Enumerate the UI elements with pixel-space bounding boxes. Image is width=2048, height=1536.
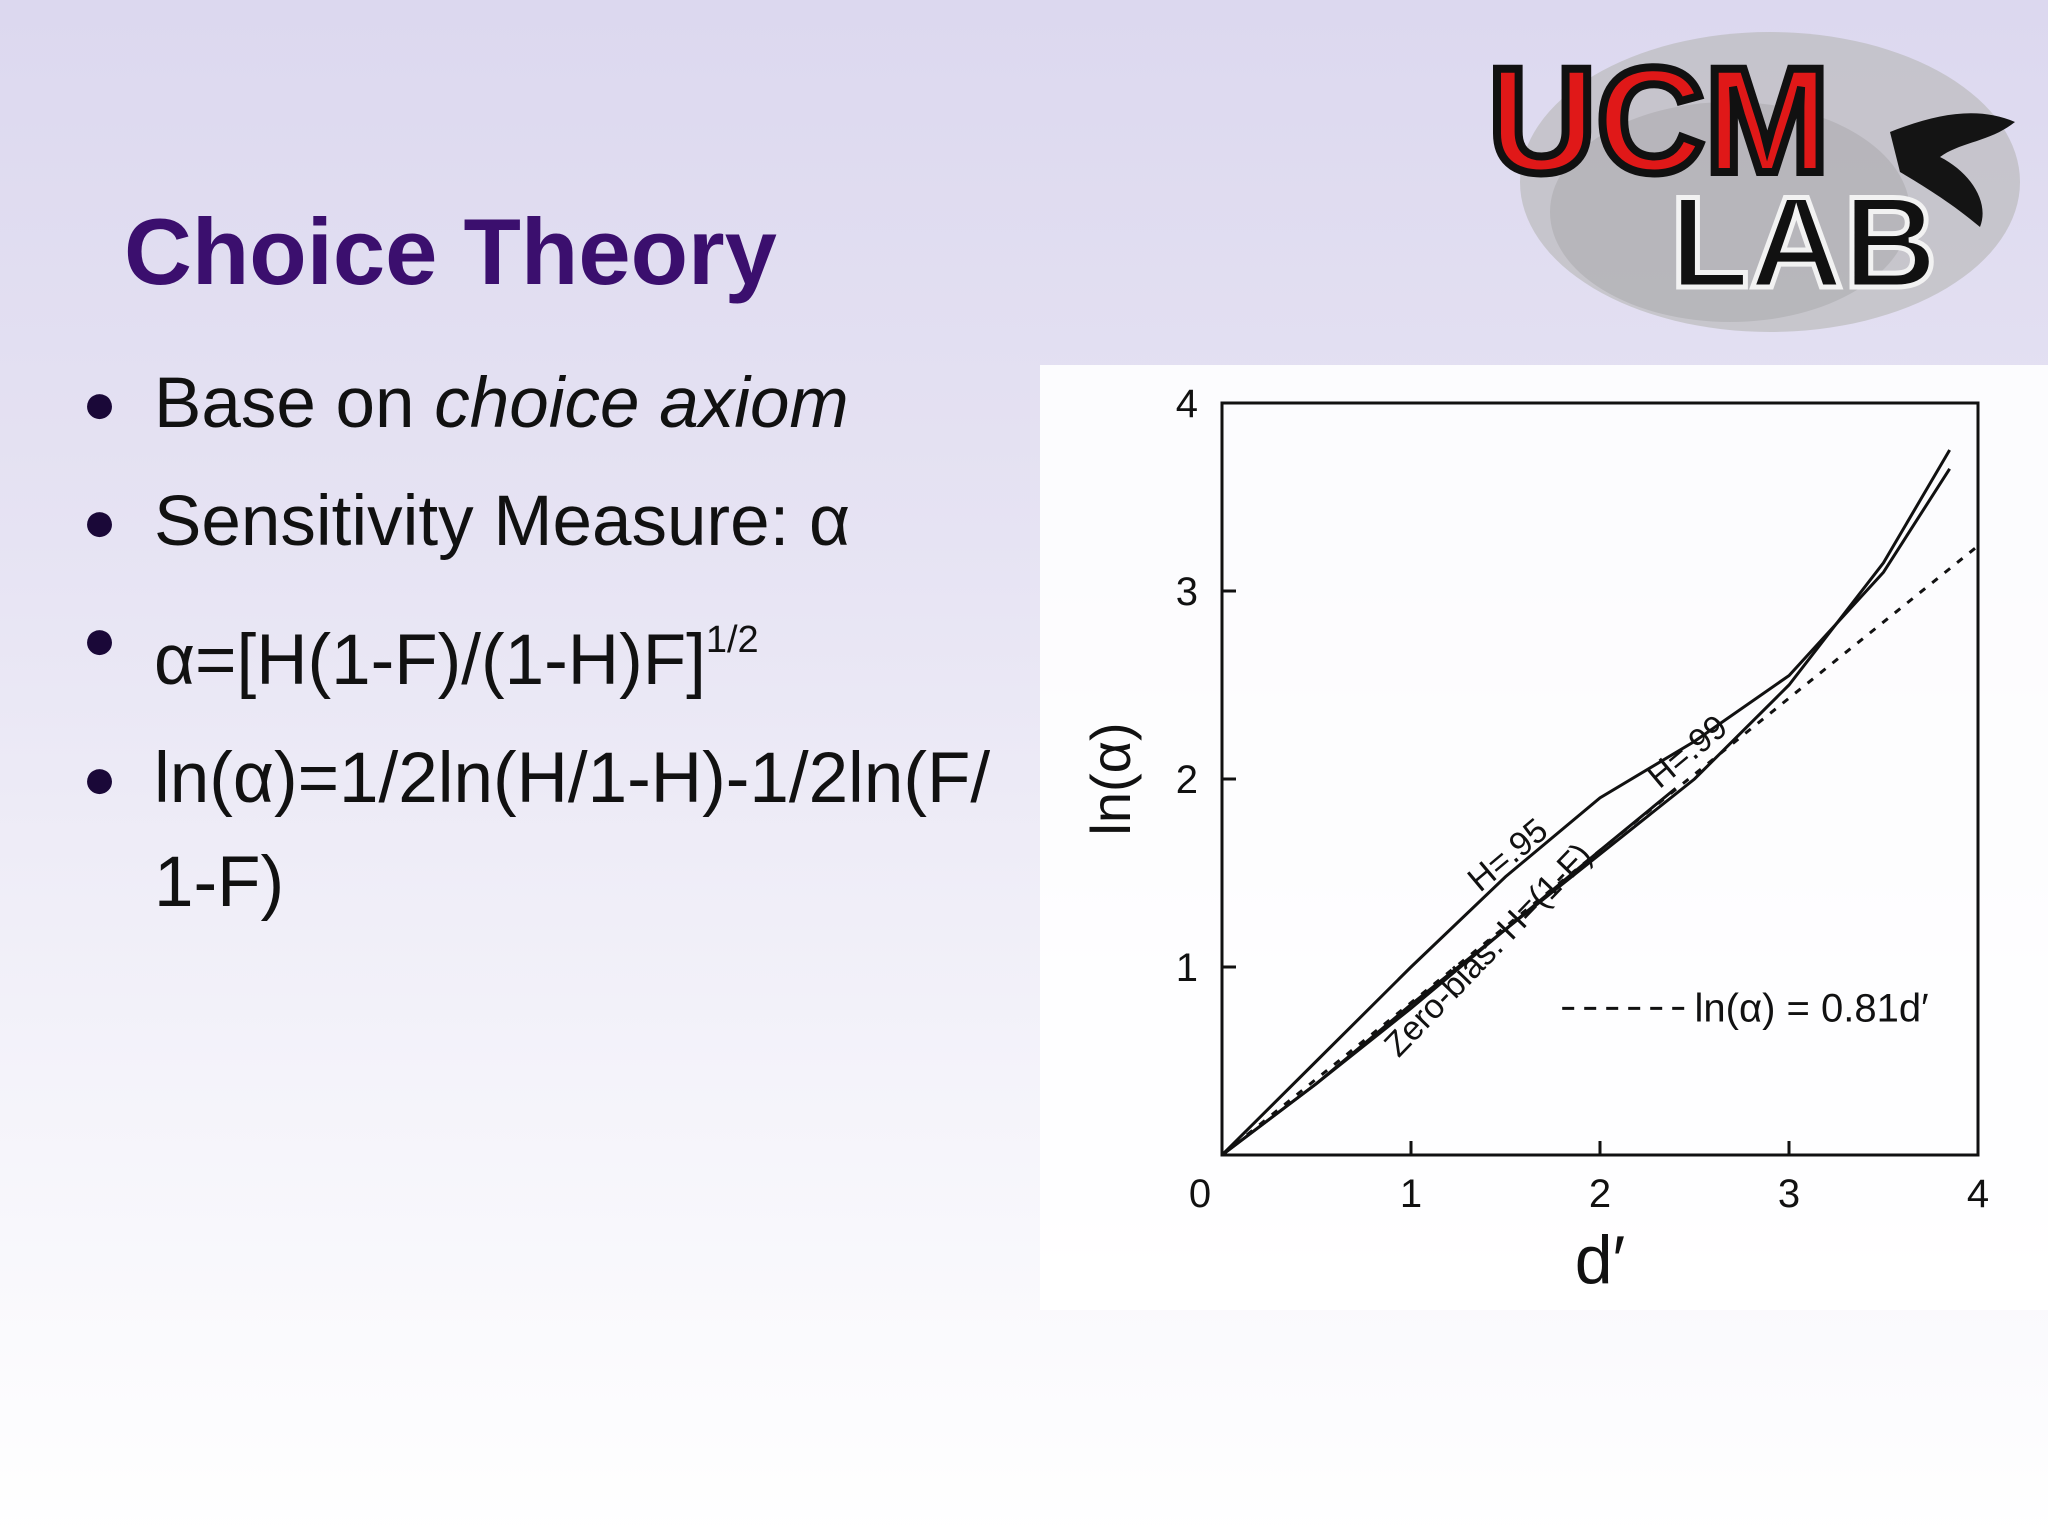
bullet-choice-axiom: ● Base on choice axiom (80, 352, 1040, 456)
bullet-dot-icon: ● (82, 746, 118, 811)
y-tick-label: 1 (1176, 946, 1198, 990)
y-tick-label: 4 (1176, 382, 1198, 426)
y-axis-label: ln(α) (1079, 722, 1142, 835)
series-line-h95 (1220, 467, 1951, 1157)
y-tick-label: 2 (1176, 758, 1198, 802)
x-tick-label: 0 (1189, 1172, 1211, 1216)
x-tick-label: 1 (1400, 1172, 1422, 1216)
slide-title: Choice Theory (124, 199, 777, 304)
x-tick-label: 2 (1589, 1172, 1611, 1216)
bullet-list: ● Base on choice axiom ● Sensitivity Mea… (80, 352, 1040, 949)
ucm-lab-logo: UCM LAB (1484, 32, 2020, 332)
bullet-superscript: 1/2 (705, 619, 759, 661)
bullet-text: Sensitivity Measure: α (154, 482, 851, 561)
bullet-emphasis: choice axiom (434, 364, 849, 443)
y-tick-label: 3 (1176, 570, 1198, 614)
bullet-ln-alpha-formula: ● ln(α)=1/2ln(H/1-H)-1/2ln(F/ 1-F) (80, 727, 1040, 935)
bullet-text: ln(α)=1/2ln(H/1-H)-1/2ln(F/ 1-F) (154, 739, 991, 922)
bullet-dot-icon: ● (82, 371, 118, 436)
logo-lab-text: LAB (1670, 169, 1937, 315)
chart-background (1040, 365, 2048, 1310)
bullet-text: Base on (154, 364, 435, 443)
bullet-text: α=[H(1-F)/(1-H)F] (154, 621, 706, 700)
bullet-dot-icon: ● (82, 607, 118, 672)
legend-label: ln(α) = 0.81d′ (1695, 986, 1929, 1030)
series-line-fit (1221, 544, 1979, 1157)
logo-ucm-text: UCM (1488, 36, 1830, 204)
x-tick-label: 4 (1967, 1172, 1989, 1216)
bullet-alpha-formula: ● α=[H(1-F)/(1-H)F]1/2 (80, 588, 1040, 713)
bullet-dot-icon: ● (82, 489, 118, 554)
x-tick-label: 3 (1778, 1172, 1800, 1216)
bullet-sensitivity-measure: ● Sensitivity Measure: α (80, 470, 1040, 574)
x-axis-label: d′ (1575, 1222, 1626, 1298)
